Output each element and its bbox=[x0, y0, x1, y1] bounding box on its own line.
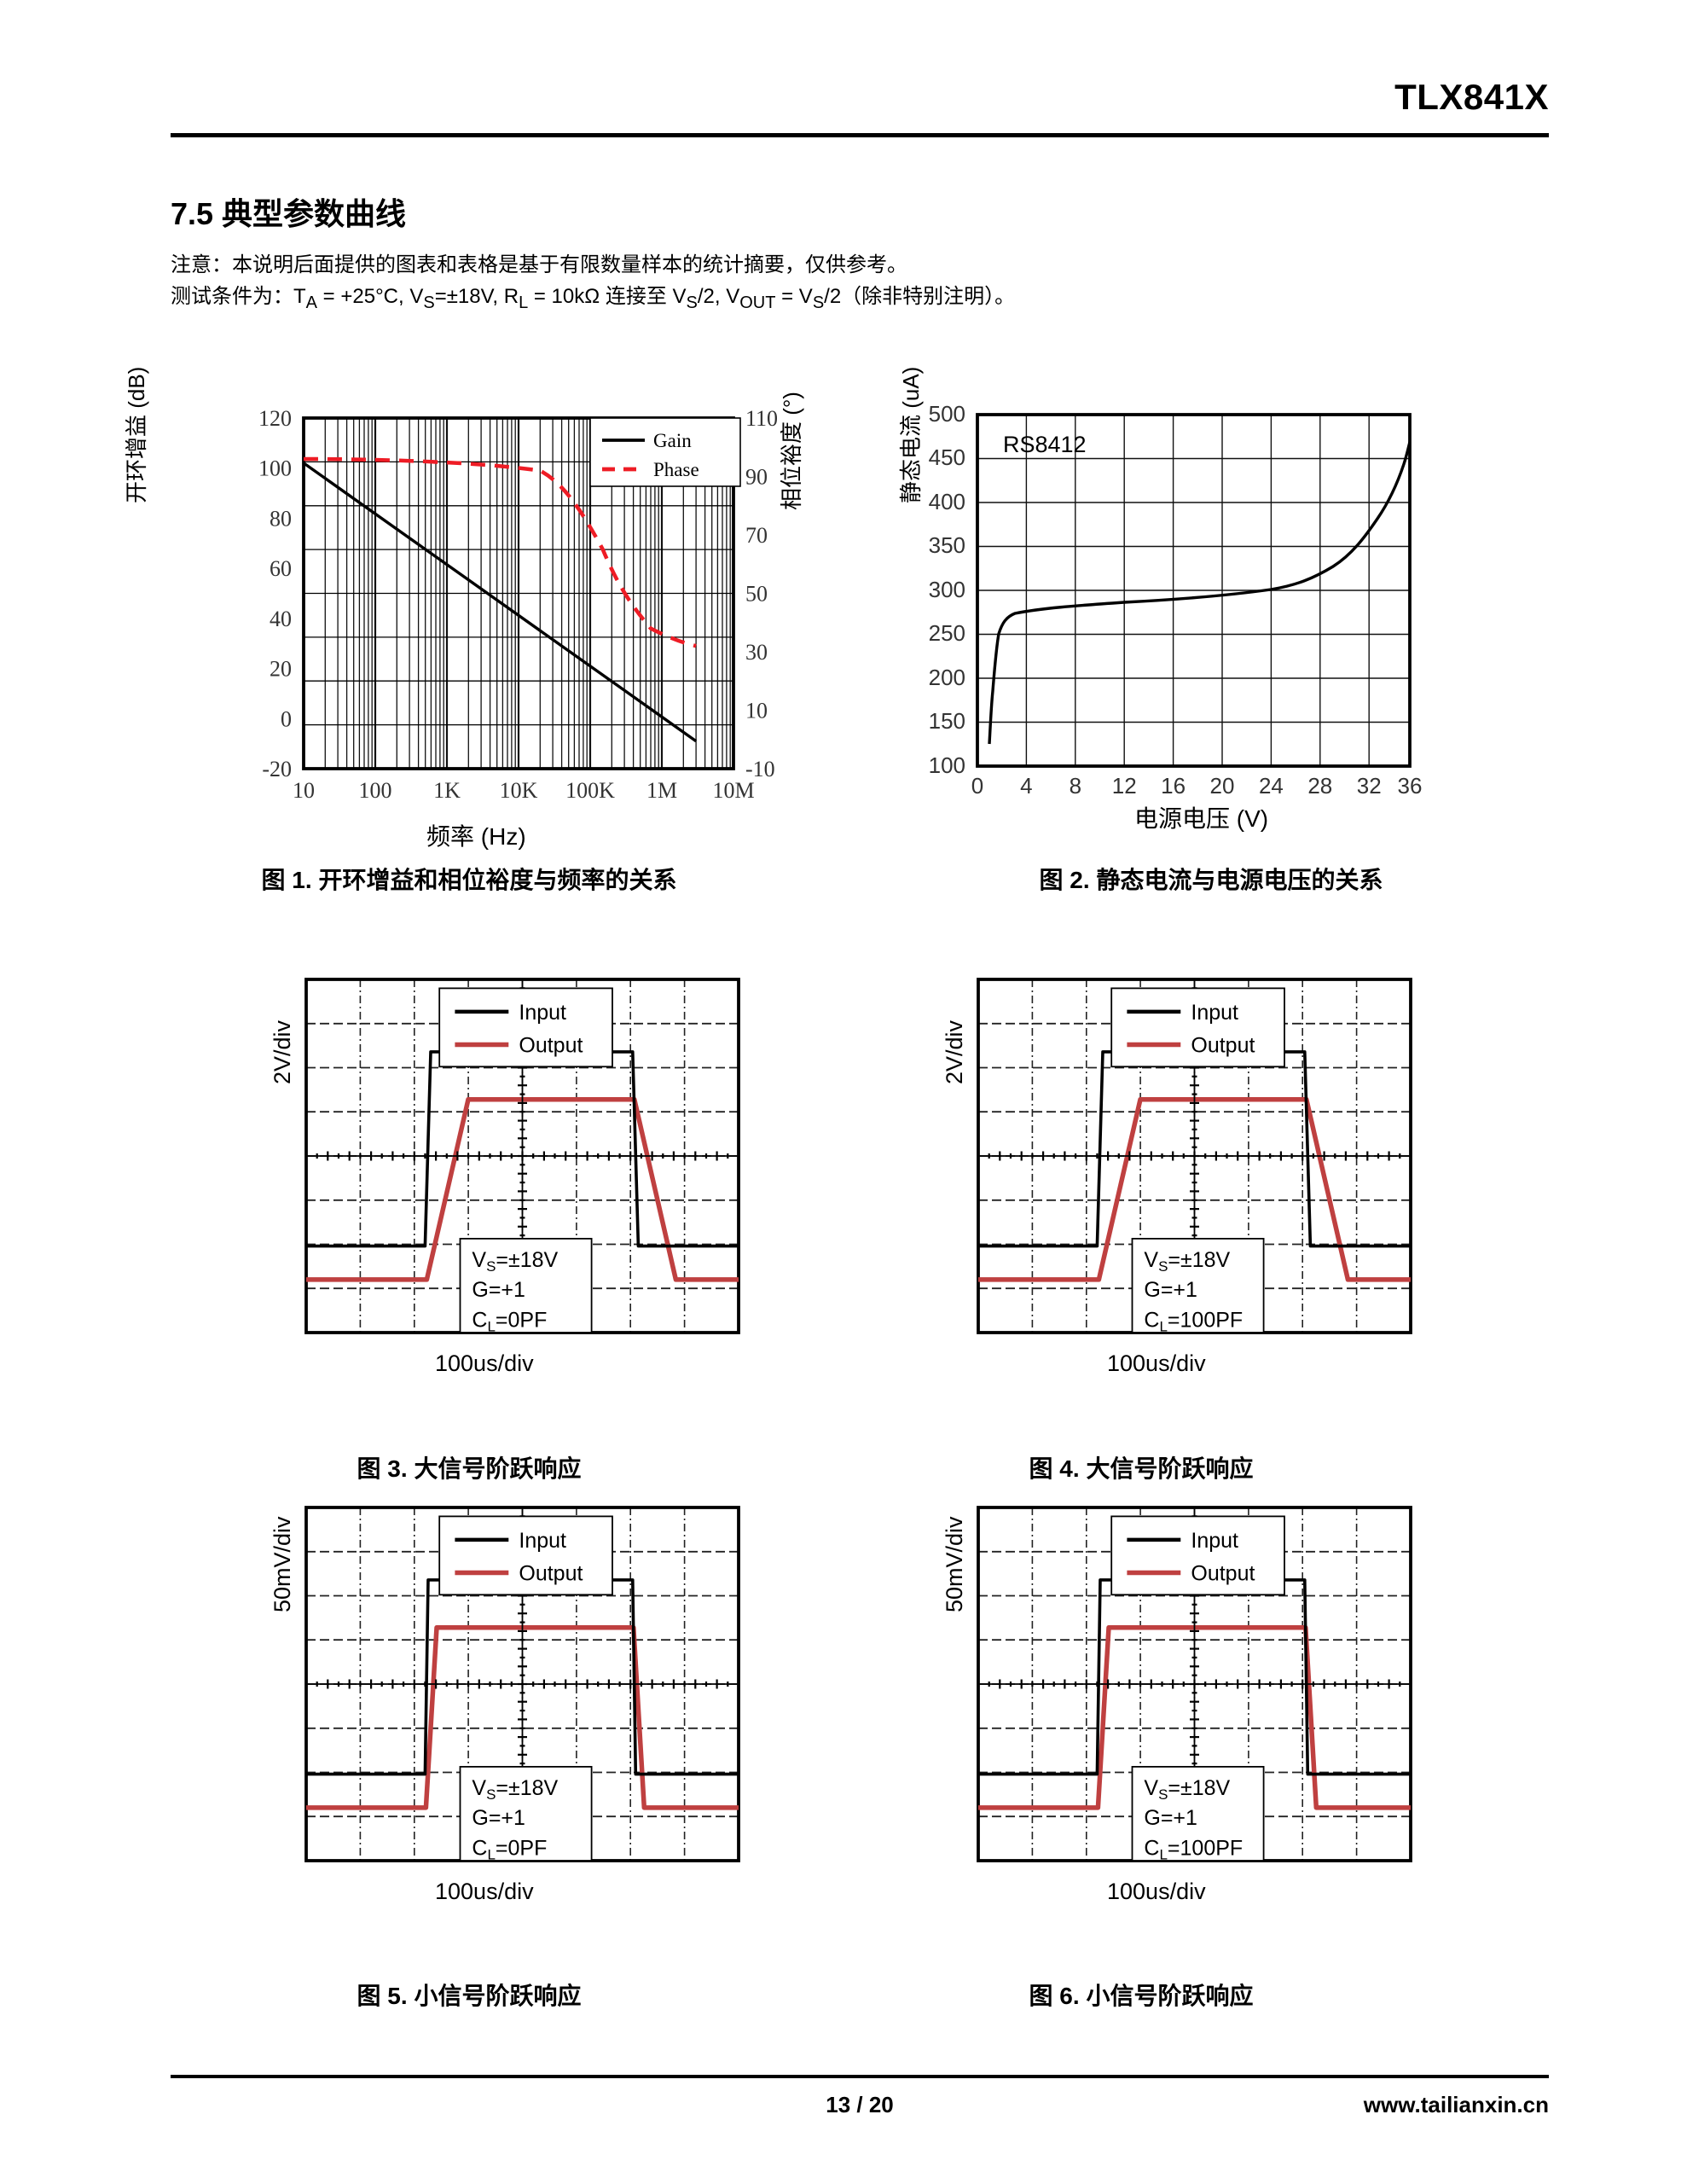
svg-text:400: 400 bbox=[929, 489, 965, 514]
svg-text:0: 0 bbox=[281, 706, 292, 731]
svg-text:CL=100PF: CL=100PF bbox=[1144, 1308, 1243, 1334]
svg-text:110: 110 bbox=[745, 406, 778, 431]
svg-text:VS=±18V: VS=±18V bbox=[472, 1248, 558, 1275]
svg-text:100K: 100K bbox=[565, 778, 615, 803]
svg-text:300: 300 bbox=[929, 577, 965, 602]
svg-text:Input: Input bbox=[1191, 1001, 1238, 1025]
svg-text:120: 120 bbox=[258, 406, 292, 431]
svg-text:VS=±18V: VS=±18V bbox=[1144, 1248, 1230, 1275]
svg-text:90: 90 bbox=[745, 465, 768, 490]
svg-text:70: 70 bbox=[745, 523, 768, 548]
svg-text:1M: 1M bbox=[646, 778, 677, 803]
svg-text:24: 24 bbox=[1259, 773, 1284, 799]
svg-text:100: 100 bbox=[929, 752, 965, 778]
svg-text:250: 250 bbox=[929, 620, 965, 646]
svg-text:8: 8 bbox=[1070, 773, 1081, 799]
svg-text:Output: Output bbox=[519, 1562, 583, 1586]
svg-text:100: 100 bbox=[258, 456, 292, 481]
svg-text:Gain: Gain bbox=[653, 430, 692, 451]
svg-text:0: 0 bbox=[971, 773, 983, 799]
svg-text:G=+1: G=+1 bbox=[472, 1278, 525, 1302]
svg-text:30: 30 bbox=[745, 640, 768, 665]
svg-text:VS=±18V: VS=±18V bbox=[472, 1776, 558, 1803]
svg-text:32: 32 bbox=[1357, 773, 1382, 799]
svg-text:150: 150 bbox=[929, 708, 965, 734]
svg-text:CL=100PF: CL=100PF bbox=[1144, 1836, 1243, 1862]
svg-text:28: 28 bbox=[1307, 773, 1332, 799]
svg-text:10: 10 bbox=[293, 778, 315, 803]
svg-text:VS=±18V: VS=±18V bbox=[1144, 1776, 1230, 1803]
svg-text:40: 40 bbox=[270, 607, 292, 631]
svg-text:20: 20 bbox=[270, 657, 292, 682]
svg-text:20: 20 bbox=[1210, 773, 1235, 799]
svg-text:16: 16 bbox=[1161, 773, 1186, 799]
svg-text:10: 10 bbox=[745, 699, 768, 723]
svg-text:Input: Input bbox=[1191, 1529, 1238, 1553]
svg-text:50: 50 bbox=[745, 582, 768, 607]
svg-text:Input: Input bbox=[519, 1001, 566, 1025]
svg-text:G=+1: G=+1 bbox=[1144, 1278, 1197, 1302]
svg-text:Output: Output bbox=[1191, 1562, 1255, 1586]
svg-text:CL=0PF: CL=0PF bbox=[472, 1836, 547, 1862]
svg-text:G=+1: G=+1 bbox=[1144, 1806, 1197, 1830]
svg-text:RS8412: RS8412 bbox=[1003, 432, 1087, 457]
svg-text:G=+1: G=+1 bbox=[472, 1806, 525, 1830]
svg-text:Output: Output bbox=[519, 1034, 583, 1058]
svg-text:60: 60 bbox=[270, 556, 292, 581]
svg-text:350: 350 bbox=[929, 532, 965, 558]
svg-text:Input: Input bbox=[519, 1529, 566, 1553]
svg-text:Output: Output bbox=[1191, 1034, 1255, 1058]
svg-text:CL=0PF: CL=0PF bbox=[472, 1308, 547, 1334]
svg-text:450: 450 bbox=[929, 444, 965, 470]
svg-text:36: 36 bbox=[1398, 773, 1423, 799]
svg-text:10M: 10M bbox=[712, 778, 754, 803]
svg-text:500: 500 bbox=[929, 401, 965, 427]
svg-text:10K: 10K bbox=[500, 778, 538, 803]
svg-text:Phase: Phase bbox=[653, 459, 699, 480]
svg-text:200: 200 bbox=[929, 665, 965, 690]
svg-text:-20: -20 bbox=[262, 757, 292, 781]
svg-text:4: 4 bbox=[1020, 773, 1032, 799]
svg-text:1K: 1K bbox=[433, 778, 461, 803]
svg-text:12: 12 bbox=[1112, 773, 1137, 799]
svg-text:100: 100 bbox=[359, 778, 392, 803]
svg-text:80: 80 bbox=[270, 506, 292, 531]
